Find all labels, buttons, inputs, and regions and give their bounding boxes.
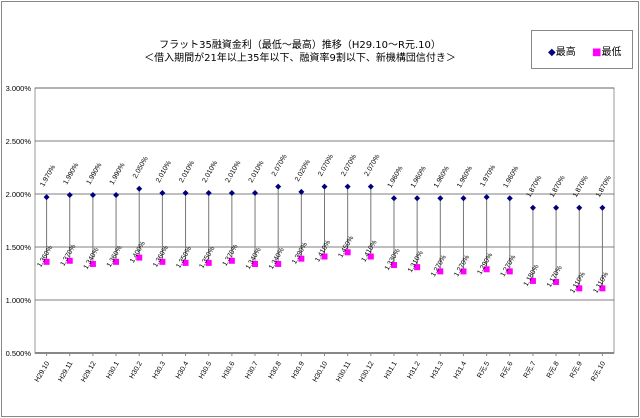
low-marker xyxy=(252,260,259,267)
x-tick-label: H30.10 xyxy=(312,360,329,383)
x-tick-label: H30.3 xyxy=(152,360,167,380)
x-tick-label: H31.1 xyxy=(383,360,398,380)
high-marker xyxy=(298,188,305,195)
high-marker xyxy=(159,189,166,196)
high-marker xyxy=(367,183,374,190)
y-tick-label: 2.000% xyxy=(6,190,32,199)
high-marker xyxy=(529,204,536,211)
x-tick-label: H31.4 xyxy=(453,360,468,380)
low-marker xyxy=(66,257,73,264)
low-marker xyxy=(113,258,120,265)
square-icon: ■ xyxy=(592,47,602,58)
low-marker xyxy=(529,277,536,284)
high-marker xyxy=(460,195,467,202)
low-marker xyxy=(367,253,374,260)
high-marker xyxy=(390,195,397,202)
high-marker xyxy=(344,183,351,190)
high-marker xyxy=(66,192,73,199)
x-tick-label: H30.4 xyxy=(175,360,190,380)
high-marker xyxy=(553,204,560,211)
chart-title: フラット35融資金利（最低～最高）推移（H29.10～R元.10） xyxy=(159,40,441,51)
x-tick-label: H29.10 xyxy=(34,360,51,383)
x-tick-label: H30.9 xyxy=(291,360,306,380)
high-marker xyxy=(43,194,50,201)
low-marker xyxy=(275,260,282,267)
x-tick-label: H31.3 xyxy=(430,360,445,380)
low-marker xyxy=(414,264,421,271)
low-marker xyxy=(205,259,212,266)
y-tick-label: 2.500% xyxy=(6,137,32,146)
x-tick-label: H30.2 xyxy=(129,360,144,380)
low-marker xyxy=(576,285,583,292)
high-marker xyxy=(321,183,328,190)
high-marker xyxy=(414,195,421,202)
x-tick-label: R元.10 xyxy=(589,360,607,383)
low-marker xyxy=(321,253,328,260)
chart-subtitle: ＜借入期間が21年以上35年以下、融資率9割以下、新機構団信付き＞ xyxy=(144,53,456,64)
x-tick-label: H30.7 xyxy=(244,360,259,380)
high-marker xyxy=(599,204,606,211)
legend: ◆最高 ■最低 xyxy=(531,30,633,69)
x-tick-label: H30.1 xyxy=(105,360,120,380)
low-marker xyxy=(89,260,96,267)
low-marker xyxy=(460,268,467,275)
legend-item-high: ◆最高 xyxy=(548,43,576,58)
x-tick-label: H31.2 xyxy=(406,360,421,380)
high-marker xyxy=(252,189,259,196)
low-marker xyxy=(437,268,444,275)
diamond-icon: ◆ xyxy=(548,47,556,58)
low-marker xyxy=(390,262,397,269)
low-marker xyxy=(182,259,189,266)
x-tick-label: R元.7 xyxy=(522,360,538,380)
high-marker xyxy=(437,195,444,202)
low-marker xyxy=(43,258,50,265)
high-marker xyxy=(182,189,189,196)
high-marker xyxy=(136,185,143,192)
high-marker xyxy=(506,195,513,202)
x-tick-label: H30.12 xyxy=(358,360,375,383)
x-tick-label: R元.5 xyxy=(475,360,491,380)
high-marker xyxy=(275,183,282,190)
legend-label-high: 最高 xyxy=(555,47,576,58)
y-tick-label: 1.000% xyxy=(6,296,32,305)
low-marker xyxy=(159,258,166,265)
low-marker xyxy=(298,255,305,262)
high-marker xyxy=(113,192,120,199)
x-tick-label: H29.12 xyxy=(80,360,97,383)
x-tick-label: H30.6 xyxy=(221,360,236,380)
y-tick-label: 3.000% xyxy=(6,84,32,93)
high-marker xyxy=(483,194,490,201)
low-marker xyxy=(599,285,606,292)
low-marker xyxy=(506,268,513,275)
high-marker xyxy=(576,204,583,211)
low-marker xyxy=(483,266,490,273)
low-marker xyxy=(136,254,143,261)
legend-item-low: ■最低 xyxy=(592,43,621,58)
low-marker xyxy=(344,249,351,256)
high-marker xyxy=(205,189,212,196)
x-tick-label: R元.8 xyxy=(545,360,561,380)
y-tick-label: 1.500% xyxy=(6,243,32,252)
low-marker xyxy=(553,278,560,285)
x-tick-label: H30.11 xyxy=(335,360,352,383)
high-marker xyxy=(228,189,235,196)
low-marker xyxy=(228,257,235,264)
x-tick-label: H30.8 xyxy=(268,360,283,380)
legend-label-low: 最低 xyxy=(601,47,622,58)
x-tick-label: R元.6 xyxy=(499,360,515,380)
x-tick-label: H30.5 xyxy=(198,360,213,380)
x-tick-label: R元.9 xyxy=(568,360,584,380)
x-tick-label: H29.11 xyxy=(57,360,74,383)
high-marker xyxy=(89,192,96,199)
y-tick-label: 0.500% xyxy=(6,349,32,358)
